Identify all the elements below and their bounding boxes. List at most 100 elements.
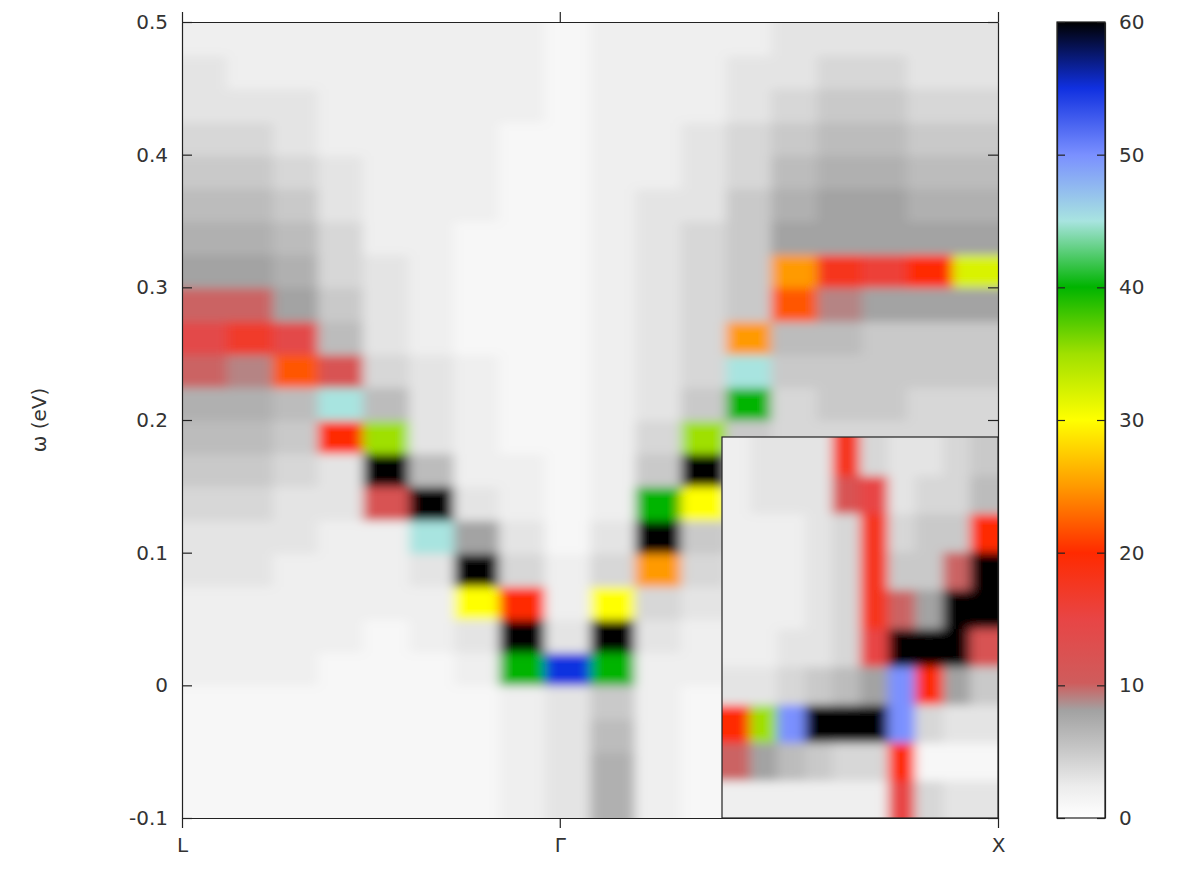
- heatmap-cell: [182, 719, 228, 753]
- heatmap-cell: [681, 652, 727, 686]
- heatmap-cell: [499, 619, 545, 653]
- heatmap-cell: [318, 354, 364, 388]
- heatmap-cell: [590, 785, 636, 818]
- heatmap-cell: [454, 520, 500, 554]
- heatmap-cell: [227, 453, 273, 487]
- heatmap-cell: [722, 589, 751, 628]
- heatmap-cell: [681, 221, 727, 255]
- heatmap-cell: [907, 321, 953, 355]
- heatmap-cell: [363, 685, 409, 719]
- chart-canvas: LΓX-0.100.10.20.30.40.5ω (eV)01020304050…: [0, 0, 1191, 883]
- heatmap-cell: [318, 553, 364, 587]
- tick-label: 0.2: [136, 408, 168, 432]
- heatmap-cell: [409, 155, 455, 189]
- tick-label: 10: [1119, 673, 1144, 697]
- heatmap-cell: [273, 287, 319, 321]
- heatmap-cell: [318, 685, 364, 719]
- heatmap-cell: [953, 88, 998, 122]
- heatmap-cell: [805, 628, 834, 667]
- heatmap-cell: [273, 354, 319, 388]
- heatmap-cell: [182, 321, 228, 355]
- heatmap-cell: [182, 685, 228, 719]
- heatmap-cell: [862, 122, 908, 156]
- heatmap-cell: [907, 354, 953, 388]
- heatmap-cell: [182, 287, 228, 321]
- heatmap-cell: [227, 520, 273, 554]
- heatmap-cell: [915, 437, 944, 476]
- heatmap-cell: [888, 666, 917, 705]
- heatmap: [182, 22, 998, 818]
- heatmap-cell: [363, 88, 409, 122]
- heatmap-cell: [726, 55, 772, 89]
- heatmap-cell: [545, 387, 591, 421]
- heatmap-cell: [635, 387, 681, 421]
- heatmap-cell: [318, 188, 364, 222]
- heatmap-cell: [817, 155, 863, 189]
- heatmap-cell: [832, 628, 861, 667]
- heatmap-cell: [454, 122, 500, 156]
- heatmap-cell: [771, 22, 817, 56]
- axis: [183, 12, 999, 23]
- heatmap-cell: [953, 22, 998, 56]
- tick-mark: [182, 553, 192, 554]
- heatmap-cell: [860, 475, 889, 514]
- heatmap-cell: [590, 155, 636, 189]
- heatmap-cell: [318, 287, 364, 321]
- tick: 30: [1097, 408, 1144, 432]
- tick-mark: [1097, 685, 1105, 686]
- tick: Γ: [555, 818, 567, 857]
- heatmap-cell: [273, 553, 319, 587]
- heatmap-cell: [545, 553, 591, 587]
- heatmap-cell: [454, 453, 500, 487]
- heatmap-cell: [590, 221, 636, 255]
- heatmap-cell: [545, 486, 591, 520]
- tick-mark: [1097, 420, 1105, 421]
- heatmap-cell: [409, 586, 455, 620]
- heatmap: [722, 437, 998, 818]
- heatmap-cell: [970, 551, 998, 590]
- tick-mark: [182, 12, 183, 22]
- heatmap-cell: [499, 652, 545, 686]
- heatmap-cell: [409, 752, 455, 786]
- heatmap-cell: [499, 420, 545, 454]
- heatmap-cell: [182, 221, 228, 255]
- heatmap-cell: [970, 628, 998, 667]
- heatmap-cell: [227, 254, 273, 288]
- heatmap-cell: [817, 221, 863, 255]
- heatmap-cell: [805, 437, 834, 476]
- heatmap-cell: [545, 420, 591, 454]
- heatmap-cell: [227, 22, 273, 56]
- heatmap-cell: [635, 122, 681, 156]
- heatmap-cell: [182, 88, 228, 122]
- heatmap-cell: [363, 387, 409, 421]
- heatmap-cell: [454, 188, 500, 222]
- heatmap-cell: [915, 666, 944, 705]
- heatmap-cell: [726, 254, 772, 288]
- heatmap-cell: [817, 321, 863, 355]
- heatmap-cell: [182, 486, 228, 520]
- tick-mark: [560, 12, 561, 22]
- heatmap-cell: [681, 785, 727, 818]
- heatmap-cell: [499, 752, 545, 786]
- tick: [988, 287, 998, 288]
- heatmap-cell: [635, 752, 681, 786]
- heatmap-cell: [750, 513, 779, 552]
- heatmap-cell: [681, 155, 727, 189]
- heatmap-cell: [227, 287, 273, 321]
- heatmap-cell: [454, 155, 500, 189]
- heatmap-cell: [454, 354, 500, 388]
- heatmap-cell: [750, 780, 779, 818]
- heatmap-cell: [750, 666, 779, 705]
- heatmap-cell: [805, 704, 834, 743]
- heatmap-cell: [771, 188, 817, 222]
- heatmap-cell: [545, 619, 591, 653]
- axis-title: ω (eV): [27, 388, 51, 453]
- tick-mark: [1057, 287, 1065, 288]
- heatmap-cell: [454, 287, 500, 321]
- heatmap-cell: [805, 589, 834, 628]
- heatmap-cell: [273, 387, 319, 421]
- heatmap-cell: [227, 420, 273, 454]
- heatmap-cell: [182, 188, 228, 222]
- tick-mark: [182, 155, 192, 156]
- heatmap-cell: [635, 22, 681, 56]
